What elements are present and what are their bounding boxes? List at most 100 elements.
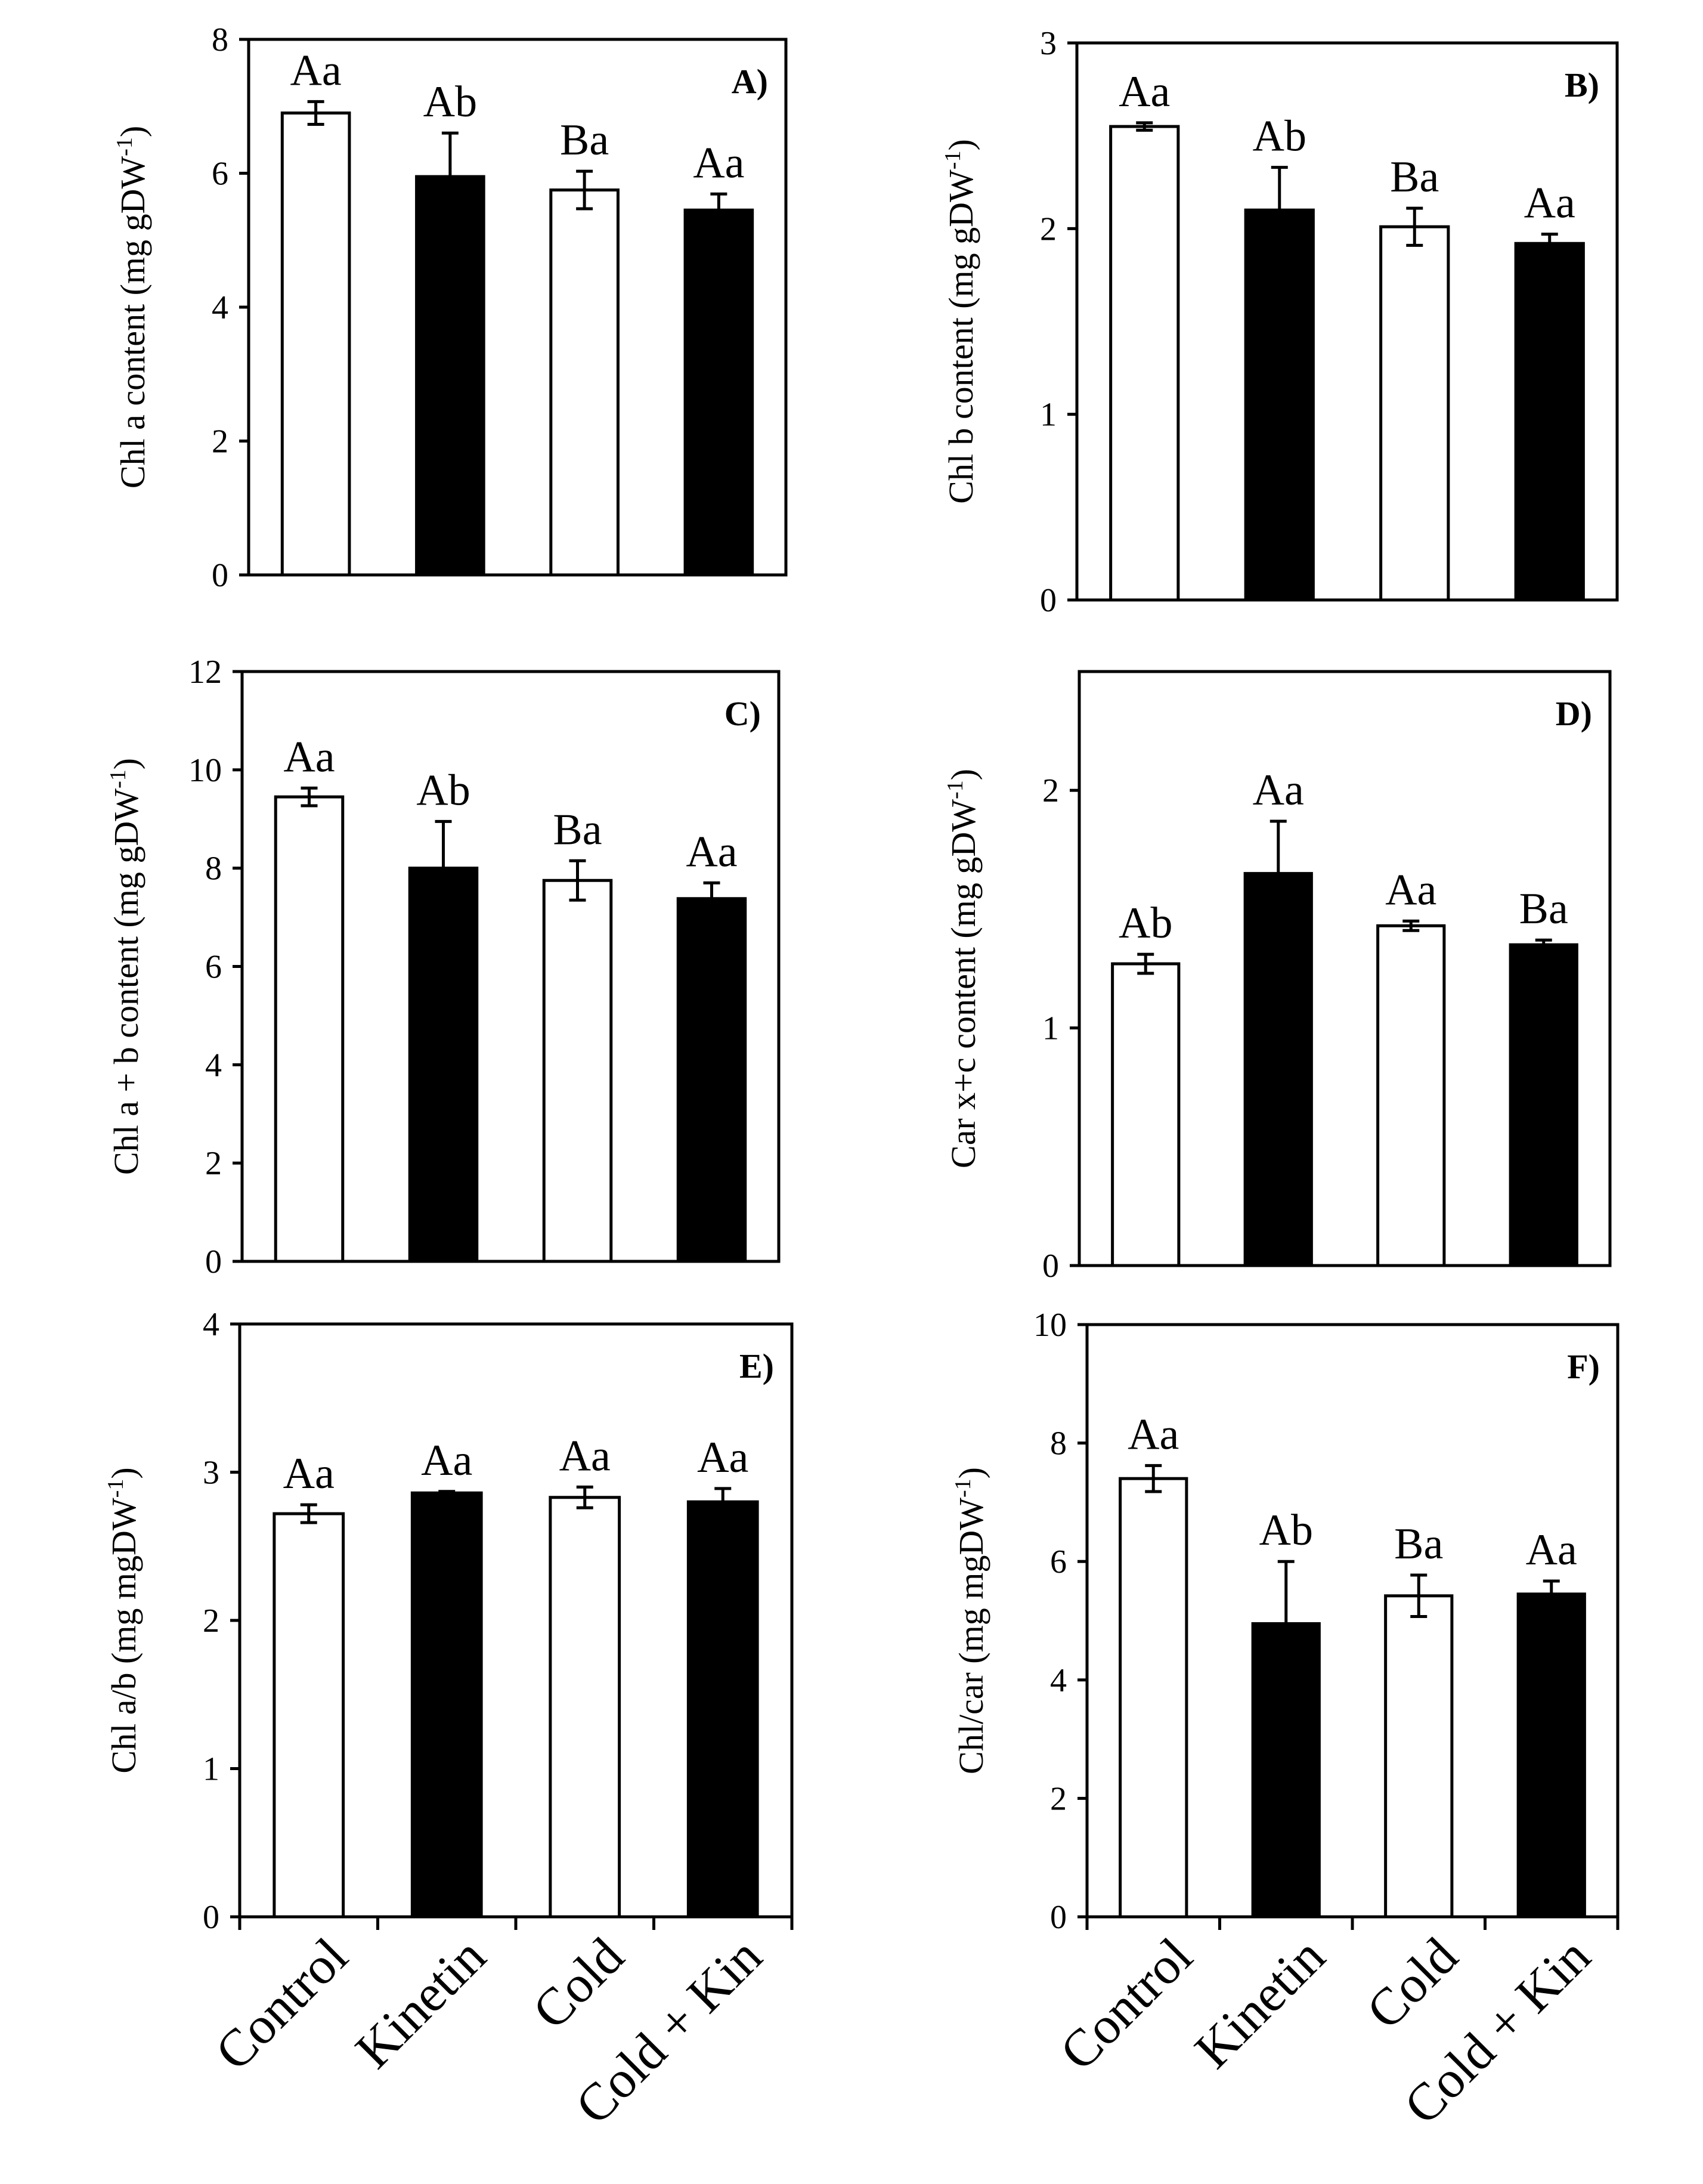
bar (1376, 924, 1446, 1267)
significance-label: Ba (1519, 884, 1568, 933)
bar (410, 1491, 483, 1919)
y-tick-label: 4 (203, 1306, 219, 1343)
y-tick-label: 10 (188, 752, 222, 789)
y-tick-label: 8 (1050, 1425, 1067, 1462)
y-tick-label: 0 (212, 557, 228, 594)
y-tick-label: 8 (205, 850, 222, 887)
significance-label: Aa (1526, 1526, 1577, 1574)
y-tick-label: 2 (203, 1603, 219, 1639)
bar (676, 897, 747, 1263)
panel-label: A) (732, 62, 768, 101)
y-tick-label: 4 (1050, 1662, 1067, 1699)
significance-label: Aa (559, 1431, 611, 1480)
bar (1384, 1594, 1454, 1919)
y-tick-label: 2 (1040, 211, 1057, 248)
bar (408, 867, 479, 1263)
y-tick-label: 10 (1033, 1307, 1067, 1344)
y-axis-title: Chl a/b (mg mgDW-1) (103, 1467, 143, 1773)
bar (1514, 242, 1585, 602)
significance-label: Ab (416, 766, 470, 815)
y-tick-label: 6 (1050, 1543, 1067, 1580)
significance-label: Aa (1253, 766, 1304, 815)
bar (1119, 1477, 1188, 1919)
chart-panel-a: 0 2 4 6 8 Chl a content (mg gDW-1) A) Aa Ab Ba Aa (112, 21, 788, 594)
significance-label: Ab (1119, 899, 1172, 948)
y-axis-title: Chl b content (mg gDW-1) (940, 139, 980, 504)
significance-label: Aa (1128, 1410, 1179, 1459)
y-tick-label: 6 (205, 949, 222, 986)
category-label: Control (1049, 1928, 1204, 2082)
bar (1244, 208, 1315, 602)
y-tick-label: 2 (212, 423, 228, 460)
y-tick-label: 0 (1050, 1899, 1067, 1936)
chart-panel-b: 0 1 2 3 Chl b content (mg gDW-1) B) Aa Ab Ba Aa (940, 25, 1619, 619)
bar (686, 1500, 759, 1919)
y-tick-label: 1 (1040, 397, 1057, 434)
y-tick-label: 4 (205, 1047, 222, 1084)
bar (1516, 1592, 1586, 1919)
chart-panel-d: 0 1 2 Car x+c content (mg gDW-1) D) Ab Aa Aa Ba (943, 670, 1612, 1285)
y-tick-label: 0 (203, 1899, 219, 1936)
significance-label: Aa (290, 46, 341, 95)
y-tick-label: 2 (1050, 1780, 1067, 1817)
y-axis-title: Car x+c content (mg gDW-1) (943, 769, 983, 1168)
plot-frame (1077, 670, 1612, 1267)
bar (549, 1496, 621, 1919)
y-tick-label: 1 (203, 1751, 219, 1788)
y-tick-label: 4 (212, 289, 228, 326)
bar (683, 208, 754, 577)
significance-label: Aa (421, 1436, 472, 1485)
bar (549, 188, 620, 577)
bar (1509, 943, 1578, 1267)
category-label: Kinetin (1184, 1928, 1336, 2080)
y-tick-label: 8 (212, 21, 228, 58)
significance-label: Aa (1119, 67, 1170, 116)
y-tick-label: 3 (1040, 25, 1057, 62)
category-label: Control (205, 1928, 359, 2082)
y-tick-label: 0 (1042, 1248, 1059, 1285)
panel-label: B) (1565, 66, 1599, 104)
y-tick-label: 6 (212, 156, 228, 193)
significance-label: Aa (283, 732, 335, 781)
category-label: Cold (1356, 1928, 1469, 2041)
y-tick-label: 2 (1042, 772, 1059, 809)
y-tick-label: 0 (205, 1243, 222, 1280)
chart-panel-f: 0 2 4 6 8 10 Chl/car (mg mgDW-1) F) Aa Ab Ba Aa Cont… (950, 1307, 1620, 2136)
y-tick-label: 1 (1042, 1010, 1059, 1047)
bar (274, 795, 345, 1263)
significance-label: Aa (283, 1449, 335, 1498)
bar (280, 111, 351, 577)
panel-label: E) (739, 1347, 774, 1385)
significance-label: Ab (1259, 1506, 1313, 1555)
y-tick-label: 3 (203, 1455, 219, 1492)
significance-label: Ba (553, 805, 602, 854)
significance-label: Ab (423, 78, 477, 126)
bar (1379, 225, 1450, 602)
significance-label: Aa (697, 1433, 748, 1482)
panel-label: C) (724, 694, 761, 733)
chart-panel-e: 0 1 2 3 4 Chl a/b (mg mgDW-1) E) Aa Aa Aa Aa Contro… (103, 1306, 794, 2136)
significance-label: Ba (1394, 1520, 1443, 1569)
y-tick-label: 12 (188, 654, 222, 691)
category-label: Cold (522, 1928, 635, 2041)
bar (273, 1512, 345, 1919)
bar (1111, 962, 1181, 1267)
bar (542, 878, 613, 1263)
plot-frame (1075, 41, 1619, 602)
significance-label: Aa (686, 827, 737, 876)
category-label: Kinetin (345, 1928, 497, 2080)
bar (415, 175, 485, 577)
y-tick-label: 0 (1040, 582, 1057, 619)
significance-label: Ab (1253, 112, 1306, 161)
y-axis-title: Chl a content (mg gDW-1) (112, 126, 152, 488)
significance-label: Aa (1385, 865, 1436, 914)
significance-label: Aa (693, 138, 744, 187)
significance-label: Aa (1524, 179, 1575, 228)
significance-label: Ba (1390, 153, 1439, 202)
y-tick-label: 2 (205, 1145, 222, 1182)
y-axis-title: Chl/car (mg mgDW-1) (950, 1467, 990, 1774)
y-axis-title: Chl a + b content (mg gDW-1) (106, 758, 145, 1175)
bar (1109, 125, 1180, 602)
significance-label: Ba (560, 116, 609, 165)
